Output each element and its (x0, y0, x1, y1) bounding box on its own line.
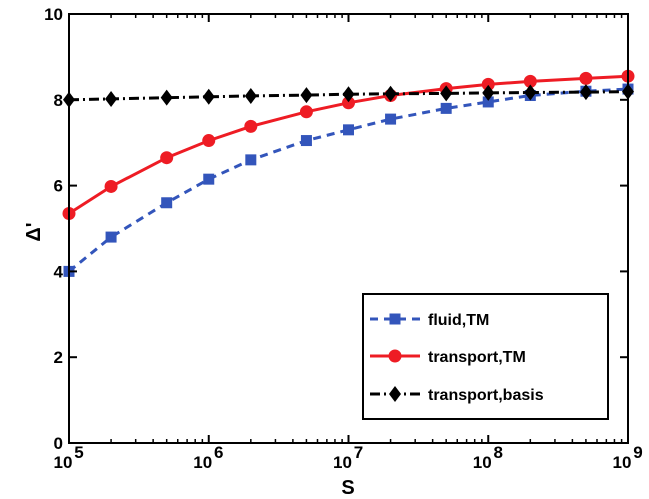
data-point (105, 231, 117, 243)
x-tick-exponent: 7 (354, 443, 363, 462)
data-point (300, 135, 312, 147)
legend-label: fluid,TM (428, 312, 489, 329)
y-tick-label: 6 (54, 177, 63, 196)
y-tick-label: 8 (54, 91, 63, 110)
legend-label: transport,basis (428, 387, 544, 404)
data-point (300, 87, 313, 104)
legend-label: transport,TM (428, 349, 526, 366)
x-tick-label: 10 (613, 453, 632, 472)
legend-item: transport,TM (370, 349, 526, 366)
data-point (342, 96, 355, 110)
series-1 (63, 83, 634, 277)
x-tick-label: 10 (54, 453, 73, 472)
data-point (202, 134, 216, 148)
x-axis-label: S (341, 477, 354, 499)
data-point (579, 71, 593, 85)
y-tick-label: 4 (54, 262, 64, 281)
data-point (244, 119, 258, 133)
data-point (440, 85, 453, 102)
x-tick-exponent: 6 (214, 443, 223, 462)
data-point (440, 102, 452, 114)
y-axis-label: Δ' (23, 222, 45, 241)
data-point (482, 84, 495, 101)
y-tick-label: 10 (44, 5, 63, 24)
x-tick-label: 10 (193, 453, 212, 472)
data-point (342, 86, 355, 103)
x-tick-label: 10 (333, 453, 352, 472)
data-point (482, 96, 494, 108)
legend-item: transport,basis (370, 386, 544, 404)
data-point (384, 85, 397, 102)
legend-marker (389, 313, 401, 325)
legend-item: fluid,TM (370, 312, 489, 329)
data-point (481, 77, 495, 91)
y-tick-label: 2 (54, 348, 63, 367)
data-point (524, 84, 537, 101)
data-point (579, 84, 592, 101)
data-point (161, 197, 173, 209)
x-tick-label: 10 (473, 453, 492, 472)
series-layer (62, 69, 635, 277)
legend-marker (388, 349, 402, 363)
legend-marker (389, 386, 401, 402)
data-point (244, 87, 257, 104)
data-point (160, 89, 173, 106)
data-point (203, 173, 215, 185)
x-tick-exponent: 5 (74, 443, 83, 462)
data-point (105, 90, 118, 107)
legend: fluid,TM transport,TM transport,basis (362, 293, 609, 420)
y-tick-label: 0 (54, 434, 63, 453)
data-point (160, 151, 174, 165)
data-point (299, 105, 313, 119)
x-tick-exponent: 8 (494, 443, 503, 462)
data-point (245, 154, 257, 166)
x-tick-exponent: 9 (633, 443, 642, 462)
data-point (385, 113, 397, 125)
series-3 (63, 83, 634, 108)
data-point (343, 124, 354, 136)
data-point (202, 88, 215, 105)
data-point (523, 74, 537, 88)
data-point (104, 179, 118, 193)
